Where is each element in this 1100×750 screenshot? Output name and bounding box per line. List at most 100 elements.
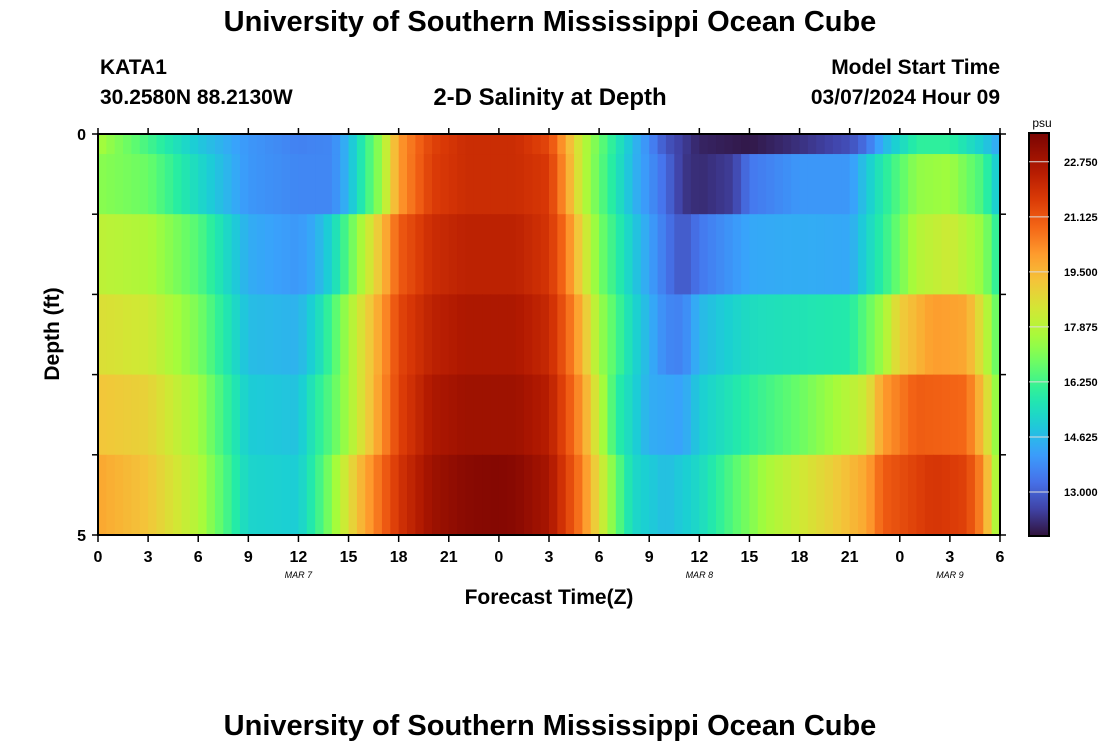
heatmap-cell	[189, 154, 199, 215]
heatmap-cell	[640, 294, 650, 376]
heatmap-cell	[941, 214, 951, 295]
heatmap-cell	[941, 154, 951, 215]
heatmap-cell	[707, 454, 717, 536]
heatmap-cell	[607, 154, 617, 215]
heatmap-cell	[824, 214, 834, 295]
heatmap-cell	[891, 374, 901, 456]
heatmap-cell	[866, 294, 876, 376]
heatmap-cell	[432, 374, 442, 456]
heatmap-cell	[749, 214, 759, 295]
x-tick-label: 3	[945, 549, 954, 566]
heatmap-cell	[640, 134, 650, 155]
heatmap-cell	[281, 374, 291, 456]
heatmap-cell	[432, 454, 442, 536]
heatmap-cell	[498, 154, 508, 215]
heatmap-cell	[607, 214, 617, 295]
heatmap-cell	[841, 454, 851, 536]
heatmap-cell	[782, 154, 792, 215]
heatmap-cell	[465, 154, 475, 215]
heatmap-cell	[181, 154, 191, 215]
heatmap-cell	[607, 294, 617, 376]
heatmap-cells	[98, 134, 1001, 536]
heatmap-cell	[824, 134, 834, 155]
heatmap-cell	[682, 134, 692, 155]
heatmap-cell	[206, 294, 216, 376]
heatmap-cell	[348, 374, 358, 456]
heatmap-cell	[173, 454, 183, 536]
heatmap-cell	[498, 294, 508, 376]
heatmap-cell	[248, 374, 258, 456]
heatmap-cell	[741, 294, 751, 376]
heatmap-cell	[757, 154, 767, 215]
heatmap-cell	[231, 134, 241, 155]
heatmap-cell	[223, 294, 233, 376]
heatmap-cell	[741, 154, 751, 215]
heatmap-cell	[290, 374, 300, 456]
heatmap-cell	[306, 154, 316, 215]
heatmap-cell	[273, 134, 283, 155]
heatmap-cell	[632, 214, 642, 295]
heatmap-cell	[131, 214, 141, 295]
heatmap-cell	[173, 134, 183, 155]
heatmap-cell	[173, 374, 183, 456]
heatmap-cell	[315, 454, 325, 536]
heatmap-cell	[298, 454, 308, 536]
heatmap-cell	[323, 294, 333, 376]
heatmap-cell	[958, 374, 968, 456]
heatmap-cell	[699, 374, 709, 456]
heatmap-cell	[899, 454, 909, 536]
heatmap-cell	[624, 134, 634, 155]
heatmap-cell	[657, 214, 667, 295]
heatmap-cell	[690, 454, 700, 536]
heatmap-cell	[866, 214, 876, 295]
heatmap-cell	[139, 154, 149, 215]
heatmap-cell	[724, 374, 734, 456]
heatmap-cell	[832, 454, 842, 536]
heatmap-cell	[699, 294, 709, 376]
heatmap-cell	[590, 134, 600, 155]
heatmap-cell	[991, 294, 1001, 376]
heatmap-cell	[164, 134, 174, 155]
heatmap-cell	[908, 134, 918, 155]
heatmap-cell	[599, 154, 609, 215]
heatmap-cell	[841, 134, 851, 155]
heatmap-cell	[532, 134, 542, 155]
heatmap-cell	[490, 294, 500, 376]
heatmap-cell	[699, 154, 709, 215]
heatmap-cell	[114, 154, 124, 215]
heatmap-cell	[782, 134, 792, 155]
heatmap-cell	[732, 374, 742, 456]
heatmap-cell	[415, 154, 425, 215]
heatmap-cell	[924, 134, 934, 155]
heatmap-cell	[123, 154, 133, 215]
heatmap-cell	[574, 294, 584, 376]
heatmap-cell	[974, 294, 984, 376]
heatmap-cell	[916, 134, 926, 155]
heatmap-cell	[465, 134, 475, 155]
heatmap-cell	[824, 154, 834, 215]
heatmap-cell	[473, 374, 483, 456]
heatmap-cell	[657, 374, 667, 456]
heatmap-cell	[415, 134, 425, 155]
heatmap-cell	[707, 214, 717, 295]
heatmap-cell	[498, 214, 508, 295]
heatmap-cell	[832, 154, 842, 215]
heatmap-cell	[398, 454, 408, 536]
heatmap-cell	[139, 454, 149, 536]
x-tick-label: 6	[595, 549, 604, 566]
heatmap-cell	[340, 154, 350, 215]
heatmap-cell	[841, 374, 851, 456]
heatmap-cell	[607, 134, 617, 155]
heatmap-cell	[365, 454, 375, 536]
heatmap-cell	[933, 214, 943, 295]
heatmap-cell	[933, 134, 943, 155]
heatmap-cell	[791, 294, 801, 376]
heatmap-cell	[716, 154, 725, 215]
heatmap-cell	[448, 294, 458, 376]
heatmap-cell	[565, 294, 575, 376]
heatmap-cell	[423, 154, 433, 215]
heatmap-cell	[983, 154, 993, 215]
heatmap-cell	[373, 454, 383, 536]
heatmap-cell	[348, 214, 358, 295]
heatmap-cell	[164, 214, 174, 295]
